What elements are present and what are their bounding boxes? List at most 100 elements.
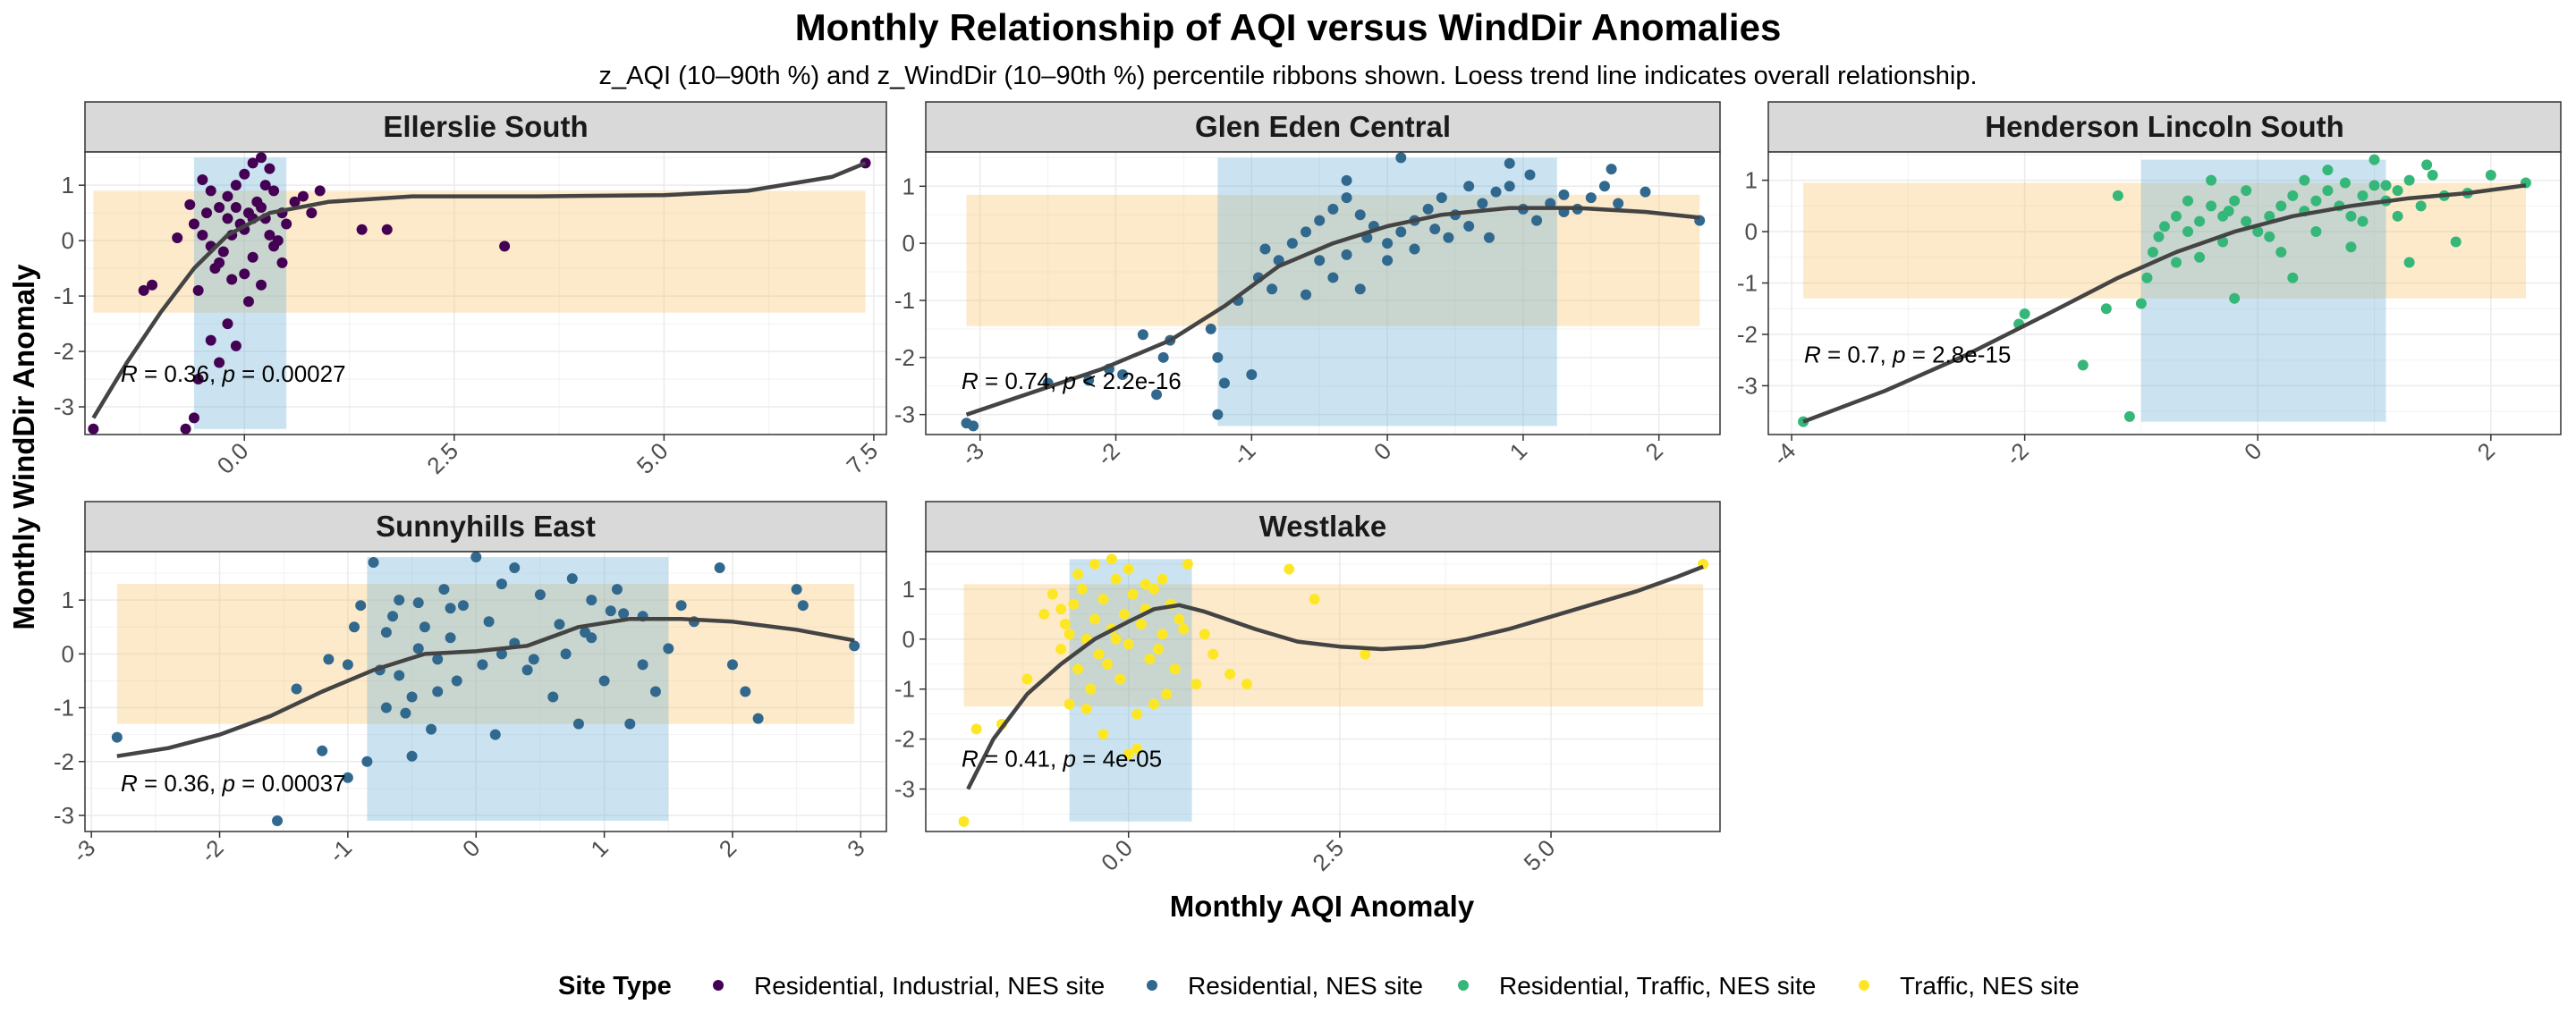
x-tick-label: 0.0 <box>1096 834 1138 876</box>
data-point <box>1085 683 1097 695</box>
data-point <box>1093 648 1105 660</box>
data-point <box>1360 648 1371 660</box>
data-point <box>1640 186 1651 198</box>
panel-glen-eden-central: Glen Eden Central R = 0.74, p < 2.2e-16 -3… <box>894 101 1721 471</box>
data-point <box>2287 272 2299 283</box>
x-tick-label: -1 <box>1227 437 1261 471</box>
chart-title: Monthly Relationship of AQI versus WindD… <box>795 6 1782 48</box>
y-axis-title: Monthly WindDir Anomaly <box>7 264 40 630</box>
data-point <box>230 201 242 213</box>
data-point <box>1246 368 1258 380</box>
data-point <box>1157 351 1169 363</box>
data-point <box>188 412 199 424</box>
data-point <box>355 600 367 612</box>
data-point <box>483 616 495 628</box>
data-point <box>740 686 751 697</box>
data-point <box>1205 323 1216 334</box>
panel-background <box>85 552 886 832</box>
data-point <box>251 196 263 207</box>
data-point <box>2123 410 2135 422</box>
legend-item: Residential, Industrial, NES site <box>713 972 1105 1000</box>
data-point <box>1259 243 1271 255</box>
x-tick-label: 1 <box>1504 437 1532 465</box>
data-point <box>239 168 250 180</box>
data-point <box>1477 198 1488 209</box>
data-point <box>2357 215 2368 227</box>
data-point <box>2241 185 2252 197</box>
data-point <box>1354 283 1366 295</box>
data-point <box>1161 688 1173 700</box>
y-tick-label: 1 <box>62 587 74 613</box>
data-point <box>1110 573 1122 585</box>
data-point <box>797 600 809 612</box>
data-point <box>1327 272 1339 283</box>
data-point <box>2252 226 2264 238</box>
data-point <box>1341 174 1352 186</box>
data-point <box>222 190 233 202</box>
data-point <box>726 659 738 671</box>
data-point <box>2275 247 2287 258</box>
data-point <box>663 643 674 654</box>
data-point <box>1072 663 1084 675</box>
data-point <box>2403 174 2415 186</box>
data-point <box>242 296 254 308</box>
data-point <box>1241 679 1252 690</box>
y-tick-label: 1 <box>62 172 74 198</box>
y-tick-label: -1 <box>1737 270 1758 297</box>
data-point <box>264 229 275 241</box>
data-point <box>1504 181 1515 192</box>
data-point <box>2229 292 2241 304</box>
data-point <box>1463 181 1475 192</box>
aqi-percentile-ribbon <box>367 557 669 821</box>
data-point <box>1284 563 1295 575</box>
data-point <box>1148 583 1160 595</box>
x-tick-label: 7.5 <box>841 437 883 479</box>
data-point <box>276 257 288 268</box>
x-tick-label: -3 <box>955 437 989 471</box>
data-point <box>317 745 328 756</box>
data-point <box>2182 226 2194 238</box>
data-point <box>968 420 979 432</box>
data-point <box>1531 215 1543 226</box>
x-tick-label: 2 <box>2472 437 2500 465</box>
data-point <box>1076 583 1088 595</box>
panel-border <box>925 551 1721 832</box>
data-point <box>1314 255 1326 266</box>
data-point <box>1157 629 1168 640</box>
data-point <box>675 600 687 612</box>
y-tick-label: -2 <box>54 338 74 365</box>
data-point <box>180 423 191 435</box>
data-point <box>1504 157 1515 169</box>
data-point <box>314 185 326 197</box>
legend-label: Residential, Industrial, NES site <box>754 972 1105 1000</box>
data-point <box>496 648 507 660</box>
data-point <box>1068 598 1080 610</box>
data-point <box>323 654 335 665</box>
data-point <box>1524 169 1536 181</box>
data-point <box>1127 588 1139 600</box>
data-points <box>961 152 1706 432</box>
data-point <box>412 643 424 654</box>
data-point <box>611 584 623 595</box>
data-point <box>470 552 482 563</box>
data-point <box>1097 729 1109 740</box>
data-point <box>1063 629 1075 640</box>
data-point <box>184 198 196 210</box>
data-point <box>214 201 225 213</box>
data-point <box>2241 215 2252 227</box>
data-point <box>1123 638 1134 650</box>
winddir-percentile-ribbon <box>1803 182 2526 299</box>
data-point <box>268 185 280 197</box>
data-point <box>426 723 437 735</box>
data-point <box>496 578 507 590</box>
data-point <box>2392 185 2403 197</box>
facet-strip-label: Glen Eden Central <box>1195 110 1451 143</box>
data-point <box>457 600 469 612</box>
y-tick-label: -3 <box>894 775 915 802</box>
data-point <box>1309 594 1320 605</box>
data-point <box>256 152 267 164</box>
data-point <box>2159 221 2170 232</box>
data-point <box>380 702 392 713</box>
data-point <box>528 654 539 665</box>
